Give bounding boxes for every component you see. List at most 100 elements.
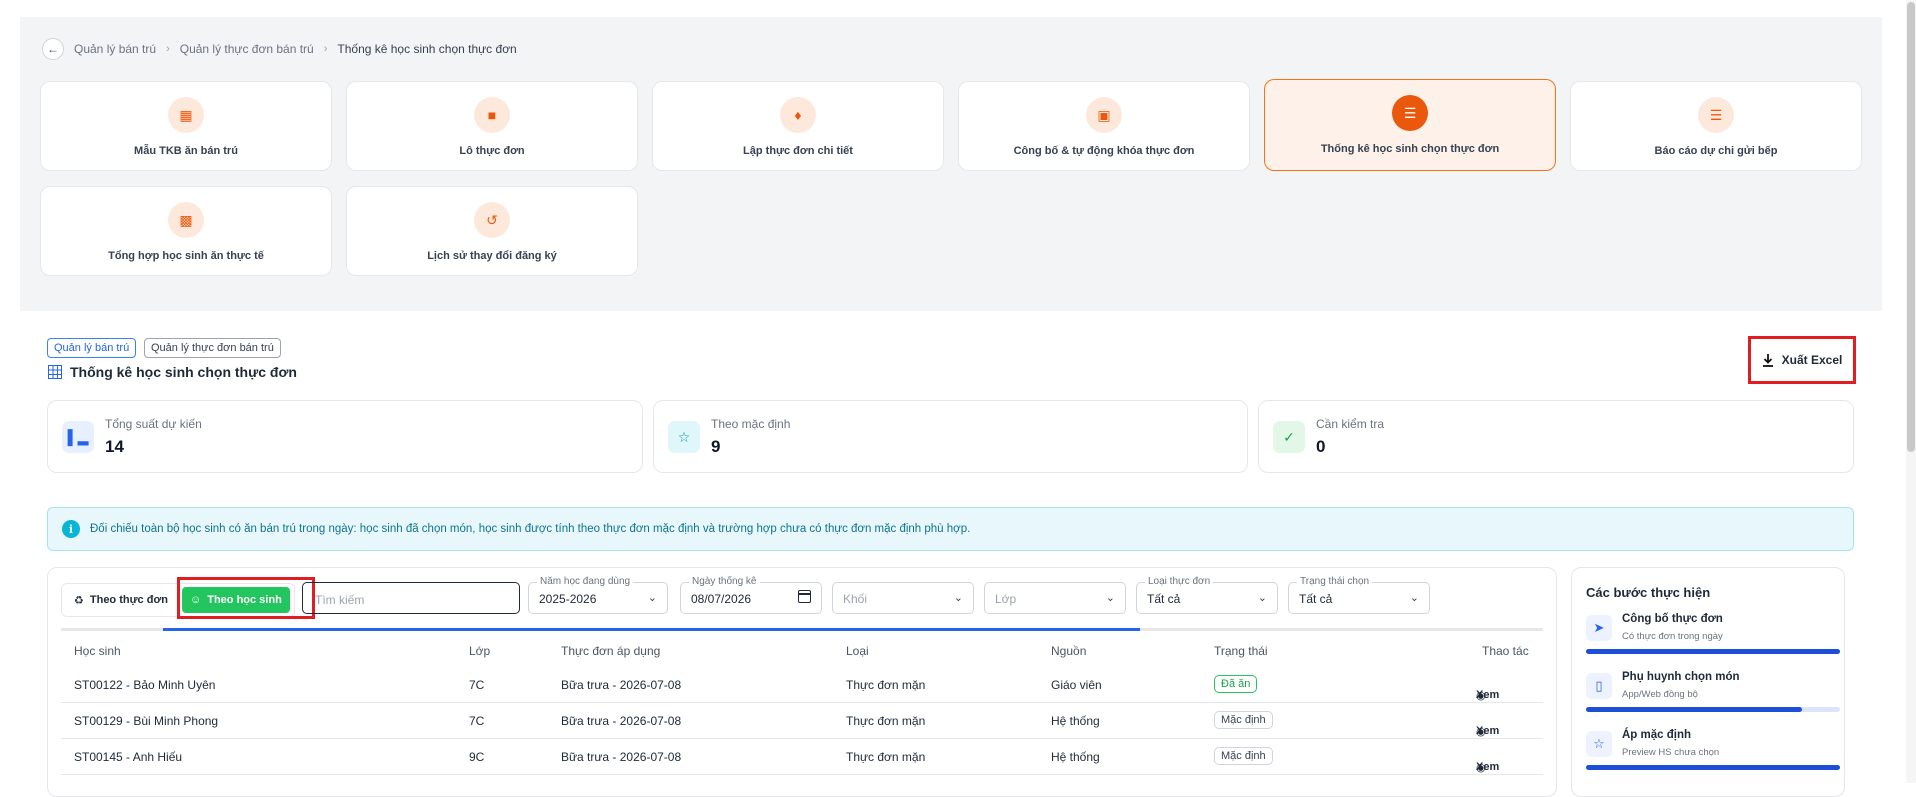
school-year-select[interactable]: Năm học đang dùng 2025-2026 ⌄ — [528, 576, 668, 614]
chevron-down-icon: ⌄ — [1409, 592, 1419, 604]
cell-class: 9C — [469, 750, 485, 764]
module-card-label: Báo cáo dự chi gửi bếp — [1654, 145, 1778, 157]
export-label: Xuất Excel — [1781, 353, 1843, 367]
history-icon: ↺ — [474, 202, 510, 238]
view-label: Xem — [1476, 761, 1500, 773]
breadcrumb: ← Quản lý bán trú › Quản lý thực đơn bán… — [42, 38, 517, 60]
module-card-label: Lô thực đơn — [459, 145, 525, 157]
step-title: Phụ huynh chọn món — [1622, 671, 1740, 683]
column-header: Nguồn — [1051, 644, 1087, 658]
stat-value: 9 — [711, 437, 721, 456]
field-value: 2025-2026 — [539, 592, 597, 606]
module-card-menu-detail[interactable]: ♦ Lập thực đơn chi tiết — [652, 81, 944, 171]
tag-module: Quản lý bán trú — [47, 338, 137, 358]
step-item: ▯ Phụ huynh chọn món App/Web đồng bộ — [1586, 671, 1840, 723]
menu-type-select[interactable]: Loại thực đơn Tất cả ⌄ — [1136, 576, 1278, 614]
breadcrumb-current: Thống kê học sinh chọn thực đơn — [337, 42, 517, 56]
toggle-by-student[interactable]: ☺ Theo học sinh — [182, 587, 290, 613]
module-card-change-history[interactable]: ↺ Lịch sử thay đổi đăng ký — [346, 186, 638, 276]
stat-value: 0 — [1316, 437, 1326, 456]
step-progress — [1586, 649, 1840, 654]
module-header-area: ← Quản lý bán trú › Quản lý thực đơn bán… — [20, 17, 1882, 311]
step-progress-fill — [1586, 765, 1840, 770]
toggle-by-menu[interactable]: ♻ Theo thực đơn — [66, 587, 176, 613]
step-progress — [1586, 707, 1840, 712]
check-circle-icon: ✓ — [1273, 421, 1305, 453]
chevron-down-icon: ⌄ — [647, 592, 657, 604]
field-placeholder: Lớp — [995, 592, 1017, 606]
tag-icon: ♦ — [780, 97, 816, 133]
field-value: 08/07/2026 — [691, 592, 752, 606]
search-input[interactable]: Tìm kiếm — [302, 582, 520, 614]
cell-menu: Bữa trưa - 2026-07-08 — [561, 750, 682, 764]
step-item: ➤ Công bố thực đơn Có thực đơn trong ngà… — [1586, 613, 1840, 665]
back-button[interactable]: ← — [42, 38, 64, 60]
module-card-label: Tổng hợp học sinh ăn thực tế — [108, 250, 264, 262]
cell-type: Thực đơn mặn — [846, 678, 926, 692]
module-card-menu-batch[interactable]: ■ Lô thực đơn — [346, 81, 638, 171]
export-excel-button[interactable]: Xuất Excel — [1748, 336, 1856, 384]
chevron-down-icon: ⌄ — [1257, 592, 1267, 604]
page-title-text: Thống kê học sinh chọn thực đơn — [70, 364, 297, 380]
date-input[interactable]: Ngày thống kê 08/07/2026 — [680, 576, 822, 614]
module-card-menu-template[interactable]: ▦ Mẫu TKB ăn bán trú — [40, 81, 332, 171]
module-card-publish-lock[interactable]: ▣ Công bố & tự động khóa thực đơn — [958, 81, 1250, 171]
breadcrumb-item[interactable]: Quản lý bán trú — [74, 42, 157, 56]
student-table-panel: ♻ Theo thực đơn ☺ Theo học sinh Tìm kiếm… — [47, 567, 1557, 797]
status-select[interactable]: Trạng thái chọn Tất cả ⌄ — [1288, 576, 1430, 614]
horizontal-scroll-thumb[interactable] — [163, 628, 1140, 631]
download-icon — [1762, 353, 1773, 367]
box-icon: ■ — [474, 97, 510, 133]
arrow-left-icon: ← — [47, 42, 59, 56]
eye-icon: ◉ — [1476, 762, 1486, 774]
column-header: Học sinh — [74, 644, 121, 658]
step-subtitle: Preview HS chưa chọn — [1622, 747, 1720, 758]
tag-submodule: Quản lý thực đơn bán trú — [144, 338, 281, 358]
cell-source: Hệ thống — [1051, 714, 1100, 728]
status-badge: Đã ăn — [1214, 675, 1258, 693]
table-row: ST00122 - Bảo Minh Uyên 7C Bữa trưa - 20… — [61, 667, 1543, 703]
field-value: Tất cả — [1299, 592, 1333, 606]
breadcrumb-item[interactable]: Quản lý thực đơn bán trú — [179, 42, 314, 56]
status-badge: Mặc định — [1214, 747, 1273, 765]
table-icon — [48, 365, 62, 379]
column-header: Thao tác — [1482, 644, 1529, 658]
field-label: Ngày thống kê — [689, 576, 760, 587]
step-title: Công bố thực đơn — [1622, 613, 1723, 625]
chevron-down-icon: ⌄ — [953, 592, 963, 604]
calendar-icon[interactable] — [798, 590, 811, 603]
field-label: Năm học đang dùng — [537, 576, 634, 587]
module-card-student-menu-stats[interactable]: ☰ Thống kê học sinh chọn thực đơn — [1264, 79, 1556, 171]
report-icon: ☰ — [1698, 97, 1734, 133]
cell-menu: Bữa trưa - 2026-07-08 — [561, 678, 682, 692]
horizontal-scroll-track[interactable] — [61, 628, 1543, 631]
info-text: Đối chiếu toàn bộ học sinh có ăn bán trú… — [90, 523, 971, 535]
chart-icon: ☰ — [1392, 95, 1428, 131]
column-header: Loại — [846, 644, 869, 658]
scrollbar-thumb[interactable] — [1907, 2, 1915, 452]
star-icon: ☆ — [668, 421, 700, 453]
field-placeholder: Khối — [843, 592, 868, 606]
toggle-label: Theo học sinh — [207, 594, 282, 606]
chart-bar-icon: ▌▂ — [62, 421, 94, 453]
class-select[interactable]: Lớp ⌄ — [984, 582, 1126, 614]
utensils-icon: ♻ — [74, 594, 84, 607]
cell-type: Thực đơn mặn — [846, 750, 926, 764]
module-card-label: Thống kê học sinh chọn thực đơn — [1320, 143, 1500, 155]
user-icon: ☺ — [190, 594, 202, 606]
info-banner: i Đối chiếu toàn bộ học sinh có ăn bán t… — [47, 507, 1854, 551]
highlight-box — [177, 577, 315, 619]
column-header: Trạng thái — [1214, 644, 1268, 658]
field-label: Trạng thái chọn — [1297, 576, 1373, 587]
module-card-actual-meals[interactable]: ▩ Tổng hợp học sinh ăn thực tế — [40, 186, 332, 276]
step-subtitle: App/Web đồng bộ — [1622, 689, 1698, 700]
stat-card-default: ☆ Theo mặc định 9 — [653, 400, 1248, 473]
module-card-label: Lập thực đơn chi tiết — [743, 145, 853, 157]
cell-type: Thực đơn mặn — [846, 714, 926, 728]
module-card-kitchen-report[interactable]: ☰ Báo cáo dự chi gửi bếp — [1570, 81, 1862, 171]
column-header: Lớp — [469, 644, 491, 658]
grade-select[interactable]: Khối ⌄ — [832, 582, 974, 614]
chevron-right-icon: › — [323, 43, 328, 55]
step-subtitle: Có thực đơn trong ngày — [1622, 631, 1723, 642]
page-scrollbar[interactable] — [1906, 0, 1916, 783]
